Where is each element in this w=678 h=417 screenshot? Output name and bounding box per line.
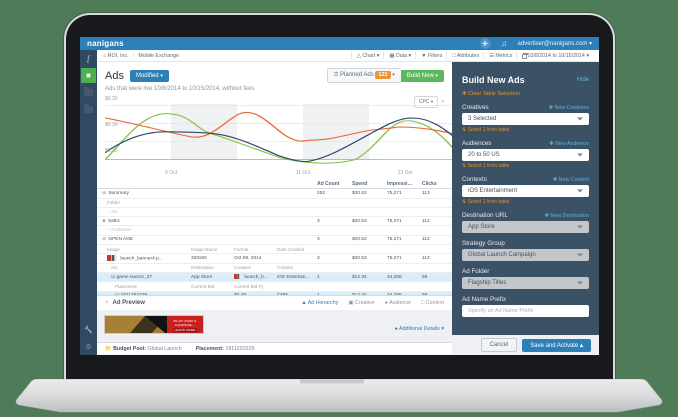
svg-text:LEARN MORE: LEARN MORE (174, 328, 195, 331)
svg-text:PLAY FOR A: PLAY FOR A (174, 320, 198, 323)
svg-text:CHANCE...: CHANCE... (175, 323, 195, 326)
